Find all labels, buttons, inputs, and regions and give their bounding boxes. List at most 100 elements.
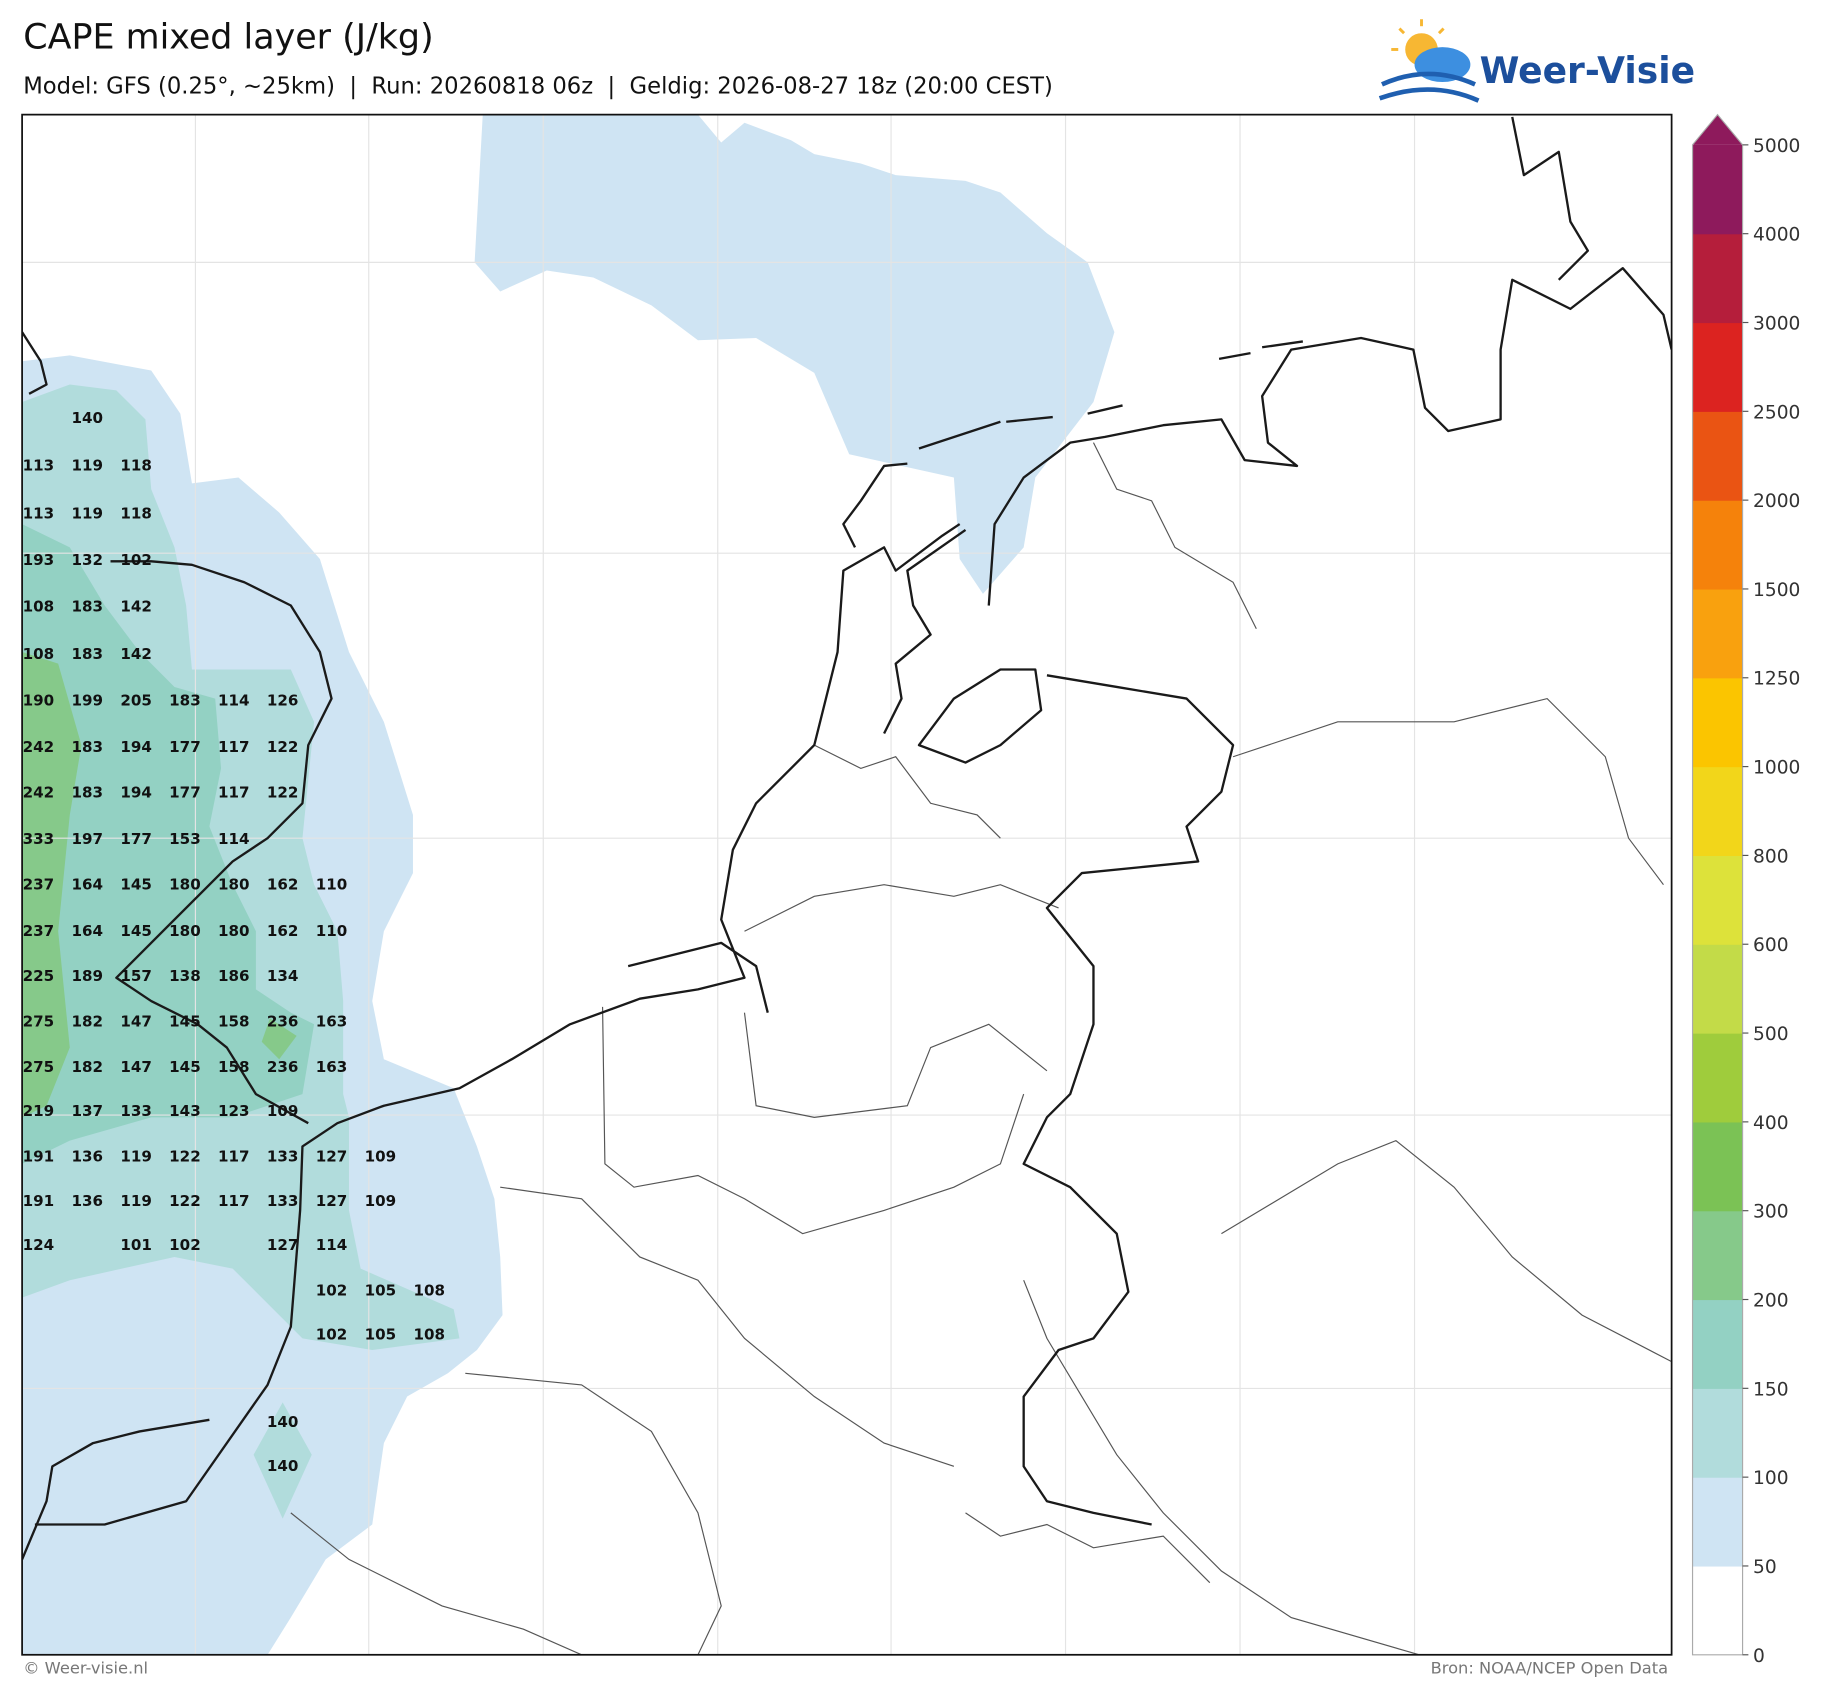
colorbar-tick-label: 0 [1753, 1646, 1765, 1667]
value-label: 333 [23, 830, 55, 848]
value-label: 140 [267, 1457, 299, 1475]
value-label: 138 [169, 967, 201, 985]
colorbar-extension [1692, 114, 1743, 145]
colorbar-tick-label: 800 [1753, 846, 1789, 867]
value-label: 142 [120, 597, 152, 615]
value-label: 153 [169, 830, 201, 848]
value-label: 108 [23, 645, 55, 663]
value-label: 126 [267, 692, 299, 710]
colorbar-tick-label: 3000 [1753, 313, 1800, 334]
value-label: 145 [120, 875, 152, 893]
value-label: 236 [267, 1013, 299, 1031]
value-label: 242 [23, 783, 55, 801]
colorbar-segment [1692, 144, 1743, 235]
value-label: 180 [218, 875, 250, 893]
cape-area [253, 1402, 312, 1519]
value-label: 140 [71, 409, 103, 427]
value-label: 205 [120, 692, 152, 710]
value-label: 133 [267, 1192, 299, 1210]
value-label: 105 [365, 1281, 397, 1299]
graticule [22, 114, 1672, 1655]
value-label: 101 [120, 1236, 152, 1254]
title: CAPE mixed layer (J/kg) [23, 17, 433, 57]
value-label: 119 [71, 504, 103, 522]
value-label: 186 [218, 967, 250, 985]
value-label: 183 [71, 738, 103, 756]
value-label: 237 [23, 922, 55, 940]
value-label: 113 [23, 457, 55, 475]
value-label: 124 [23, 1236, 55, 1254]
value-label: 109 [365, 1148, 397, 1166]
value-label: 117 [218, 1148, 250, 1166]
value-label: 122 [169, 1148, 201, 1166]
value-label: 147 [120, 1058, 152, 1076]
value-label: 237 [23, 875, 55, 893]
colorbar-segment [1692, 1033, 1743, 1123]
value-label: 122 [267, 783, 299, 801]
value-label: 191 [23, 1192, 55, 1210]
value-label: 197 [71, 830, 103, 848]
value-label: 110 [316, 922, 348, 940]
colorbar-segment [1692, 588, 1743, 679]
value-label: 108 [413, 1281, 445, 1299]
value-label: 133 [120, 1102, 152, 1120]
coastline [22, 116, 1672, 1560]
value-label: 177 [169, 783, 201, 801]
value-label: 236 [267, 1058, 299, 1076]
colorbar-tick-label: 1500 [1753, 580, 1800, 601]
value-label: 102 [316, 1281, 348, 1299]
colorbar-tick-label: 1000 [1753, 758, 1800, 779]
value-label: 134 [267, 967, 299, 985]
value-label: 127 [267, 1236, 299, 1254]
value-label: 117 [218, 1192, 250, 1210]
cape-area [22, 524, 315, 1164]
value-label: 145 [120, 922, 152, 940]
colorbar-segment [1692, 1565, 1743, 1656]
value-label: 194 [120, 738, 152, 756]
value-label: 105 [365, 1326, 397, 1344]
value-label: 119 [120, 1192, 152, 1210]
value-label: 180 [218, 922, 250, 940]
colorbar-segment [1692, 1477, 1743, 1567]
value-label: 102 [316, 1326, 348, 1344]
value-label: 162 [267, 875, 299, 893]
value-label: 182 [71, 1058, 103, 1076]
value-label: 164 [71, 875, 103, 893]
map-frame [21, 113, 1673, 1656]
value-label: 163 [316, 1013, 348, 1031]
colorbar-segment [1692, 411, 1743, 501]
colorbar-segment [1692, 233, 1743, 324]
colorbar-segment [1692, 1210, 1743, 1301]
value-label: 158 [218, 1013, 250, 1031]
value-label: 110 [316, 875, 348, 893]
borders [290, 442, 1672, 1655]
value-label: 114 [218, 830, 250, 848]
value-label: 109 [267, 1102, 299, 1120]
value-label: 114 [316, 1236, 348, 1254]
colorbar-segment [1692, 1121, 1743, 1212]
value-label: 122 [267, 738, 299, 756]
value-label: 180 [169, 875, 201, 893]
value-label: 183 [169, 692, 201, 710]
value-label: 194 [120, 783, 152, 801]
value-label: 190 [23, 692, 55, 710]
value-label: 183 [71, 783, 103, 801]
map: 140 113 119 118 113 119 118 193 132 102 108 183 142 1… [22, 114, 1672, 1655]
colorbar-segment [1692, 1388, 1743, 1478]
colorbar-tick-label: 5000 [1753, 136, 1800, 157]
cape-area [22, 652, 82, 1118]
value-label: 145 [169, 1058, 201, 1076]
copyright: © Weer-visie.nl [23, 1658, 148, 1677]
logo-rays [1391, 19, 1445, 51]
value-label: 143 [169, 1102, 201, 1120]
value-label: 119 [71, 457, 103, 475]
logo-text: Weer-Visie [1480, 50, 1695, 92]
colorbar-tick-label: 400 [1753, 1113, 1789, 1134]
value-label: 133 [267, 1148, 299, 1166]
value-label: 113 [23, 504, 55, 522]
value-label: 147 [120, 1013, 152, 1031]
source: Bron: NOAA/NCEP Open Data [1431, 1658, 1669, 1677]
value-label: 137 [71, 1102, 103, 1120]
